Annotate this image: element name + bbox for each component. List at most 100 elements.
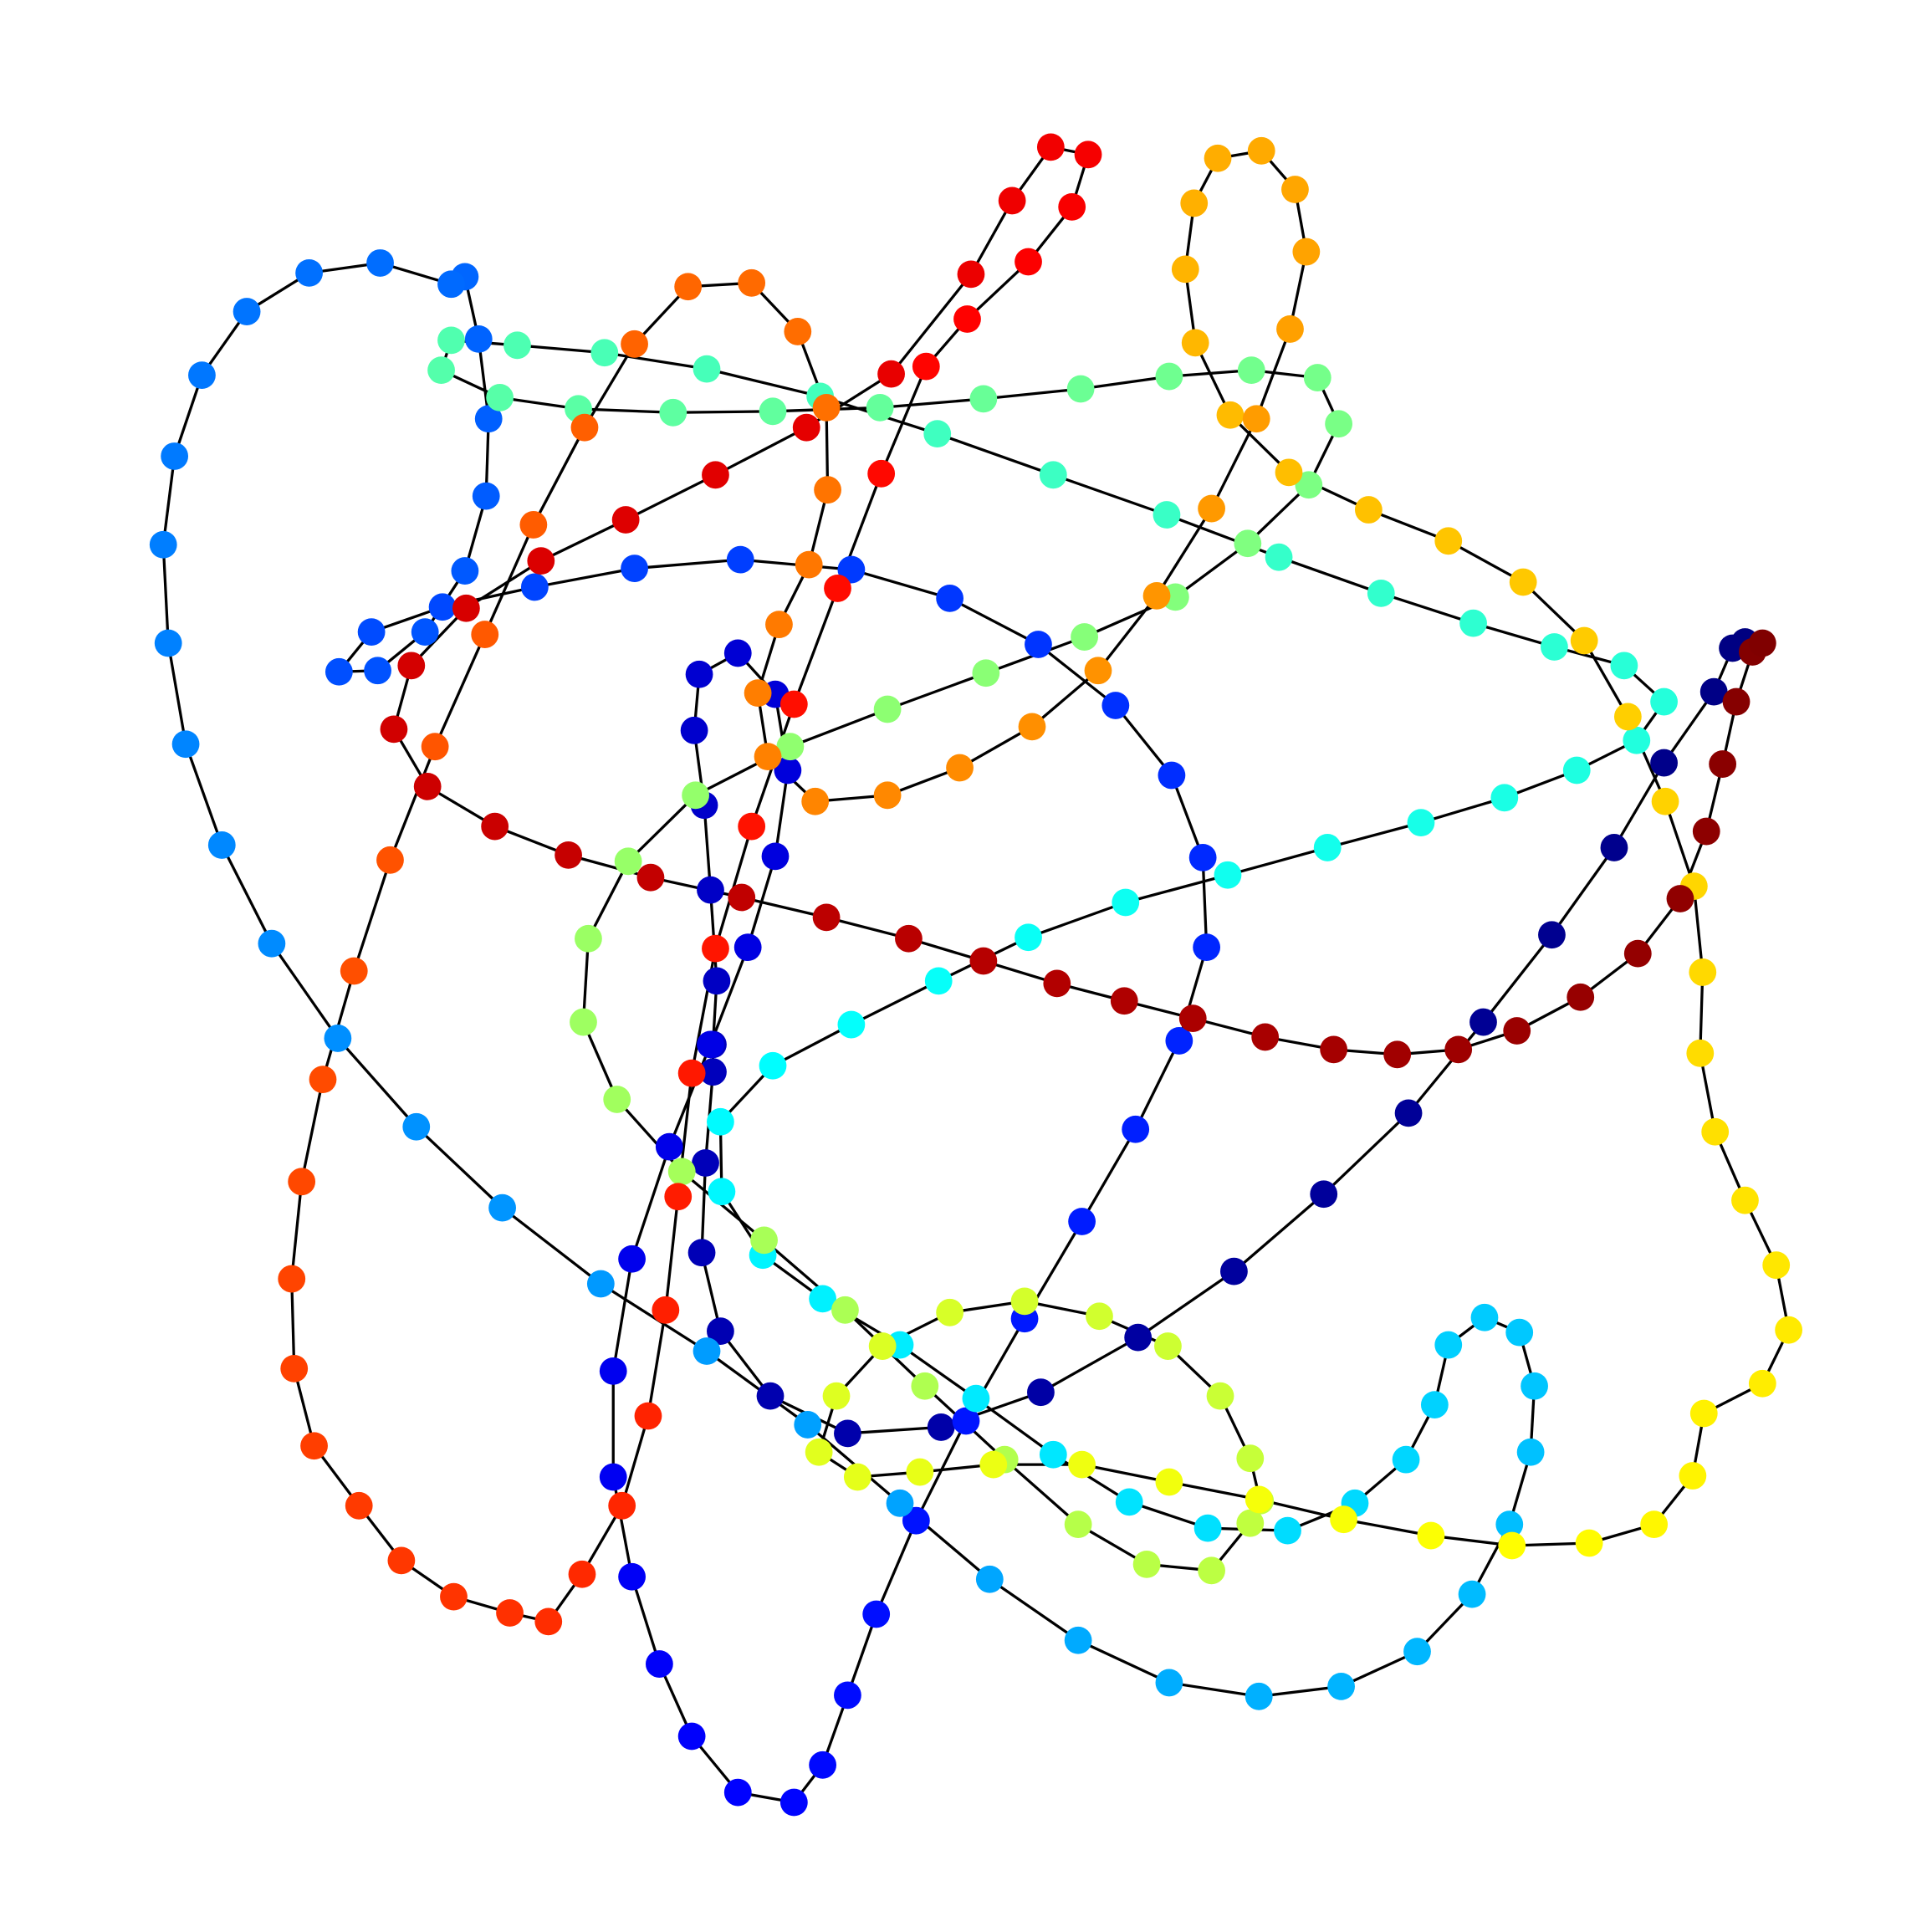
graph-node [962, 1384, 990, 1413]
graph-node [1503, 1017, 1531, 1045]
graph-node [723, 639, 752, 667]
graph-node [1193, 933, 1221, 962]
graph-node [1327, 1673, 1355, 1700]
graph-edge [969, 200, 1014, 275]
graph-node [1247, 136, 1275, 165]
graph-edge [621, 1415, 650, 1506]
graph-node [1686, 1039, 1715, 1067]
graph-node [1122, 1115, 1150, 1143]
graph-node [437, 270, 465, 299]
graph-node [1110, 987, 1138, 1015]
graph-node [611, 506, 640, 534]
graph-edge [875, 1520, 917, 1615]
graph-node [936, 1298, 964, 1326]
graph-edge [300, 1079, 325, 1183]
graph-edge [1380, 591, 1475, 625]
graph-node [682, 781, 709, 810]
graph-edge [631, 1146, 671, 1260]
graph-node [1640, 1510, 1669, 1539]
graph-node [1074, 141, 1102, 169]
graph-node [1367, 580, 1395, 607]
graph-node [809, 1285, 837, 1313]
graph-edge [517, 344, 605, 355]
graph-node [171, 730, 200, 759]
graph-node [831, 1296, 859, 1324]
graph-node [1292, 238, 1321, 266]
graph-node [843, 1463, 871, 1491]
graph-node [1538, 921, 1566, 949]
graph-node [1434, 1331, 1463, 1359]
graph-node [452, 594, 480, 622]
graph-edge [880, 365, 928, 474]
graph-edge [1134, 1040, 1181, 1130]
graph-node [1155, 1669, 1183, 1697]
graph-edge [352, 859, 392, 972]
graph-edge [1128, 1500, 1209, 1530]
graph-node [707, 1317, 734, 1346]
graph-edge [706, 1350, 809, 1426]
graph-edge [631, 1576, 661, 1665]
graph-node [1204, 144, 1232, 172]
graph-node [161, 442, 189, 470]
graph-node [1165, 1027, 1193, 1055]
graph-edge [1233, 1193, 1325, 1273]
graph-node [280, 1354, 309, 1383]
graph-node [1198, 1556, 1225, 1585]
graph-node [862, 1600, 891, 1628]
graph-node [555, 841, 582, 869]
graph-edge [270, 943, 340, 1040]
graph-edge [611, 1258, 634, 1372]
graph-node [805, 1438, 833, 1466]
graph-edge [647, 1310, 667, 1417]
graph-edge [1125, 873, 1229, 904]
graph-node [998, 187, 1026, 215]
graph-edge [433, 633, 487, 748]
graph-node [1216, 401, 1245, 429]
graph-node [923, 420, 952, 448]
graph-edge [1137, 1270, 1235, 1339]
graph-node [614, 847, 642, 876]
graph-edge [415, 1126, 503, 1209]
graph-node [1281, 176, 1309, 203]
graph-edge [708, 947, 749, 1045]
graph-node [1562, 756, 1591, 785]
graph-node [754, 743, 782, 771]
graph-node [397, 652, 426, 680]
graph-node [677, 1059, 706, 1087]
graph-node [437, 326, 465, 355]
graph-node [756, 1382, 785, 1410]
graph-edge [1420, 796, 1505, 825]
graph-node [527, 547, 555, 575]
graph-node [697, 1030, 724, 1059]
graph-node [1178, 1004, 1207, 1032]
graph-edge [540, 518, 626, 563]
graph-edge [1473, 621, 1555, 649]
graph-node [366, 249, 394, 277]
graph-node [380, 715, 408, 744]
graph-edge [937, 432, 1054, 477]
graph-edge [851, 979, 939, 1026]
graph-edge [772, 1023, 852, 1067]
graph-node [750, 1226, 778, 1255]
graph-node [621, 330, 648, 358]
graph-node [702, 934, 729, 963]
graph-node [233, 298, 261, 325]
graph-edge [1004, 1458, 1080, 1526]
graph-edge [604, 351, 708, 371]
graph-edge [1246, 483, 1310, 544]
graph-node [765, 611, 793, 639]
graph-node [1193, 1514, 1222, 1542]
graph-node [1018, 713, 1046, 741]
graph-edge [966, 260, 1030, 320]
graph-node [677, 1722, 706, 1751]
graph-node [1084, 657, 1112, 685]
graph-node [1392, 1445, 1420, 1474]
graph-node [1731, 1186, 1759, 1214]
graph-node [1403, 1638, 1431, 1666]
graph-node [1623, 726, 1651, 754]
graph-node [1575, 1529, 1603, 1557]
graph-node [693, 355, 721, 383]
graph-node [568, 1560, 596, 1588]
graph-node [895, 924, 923, 953]
graph-node [300, 1432, 328, 1460]
